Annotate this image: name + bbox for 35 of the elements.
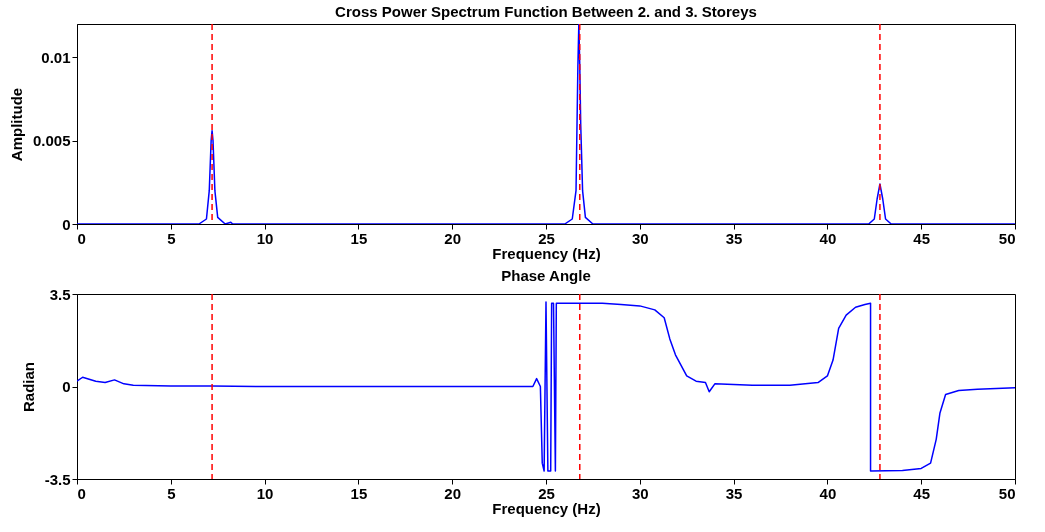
x-axis-title: Frequency (Hz) (492, 244, 601, 262)
line-series (77, 301, 1015, 472)
x-tick-label: 15 (350, 229, 368, 247)
x-tick-label: 50 (998, 484, 1016, 502)
x-tick-label: 0 (77, 484, 86, 502)
y-tick-label: 0 (62, 378, 71, 395)
x-axis-title: Frequency (Hz) (492, 499, 601, 517)
y-axis-title: Radian (19, 361, 37, 413)
y-axis-title: Amplitude (7, 87, 25, 162)
y-tick-label: 0.01 (41, 48, 71, 66)
x-tick-label: 30 (631, 484, 649, 502)
chart-title: Phase Angle (501, 267, 591, 284)
x-tick-label: 45 (913, 229, 931, 247)
x-tick-label: 20 (444, 484, 462, 502)
x-tick-label: 5 (167, 229, 176, 247)
x-tick-label: 15 (350, 484, 368, 502)
x-tick-label: 20 (444, 229, 462, 247)
x-tick-label: 45 (913, 484, 931, 502)
x-tick-label: 40 (819, 229, 837, 247)
x-tick-label: 10 (256, 484, 274, 502)
x-tick-label: 35 (725, 484, 743, 502)
x-tick-label: 5 (167, 484, 176, 502)
x-tick-label: 25 (538, 229, 555, 247)
x-tick-label: 25 (538, 484, 555, 502)
y-tick-label: -3.5 (44, 470, 71, 488)
x-tick-label: 10 (256, 229, 274, 247)
y-tick-label: 0.005 (32, 132, 71, 150)
x-tick-label: 50 (998, 229, 1016, 247)
x-tick-label: 40 (819, 484, 837, 502)
x-tick-label: 30 (631, 229, 649, 247)
x-tick-label: 0 (77, 229, 86, 247)
chart-title: Cross Power Spectrum Function Between 2. and 3. Storeys (335, 3, 757, 21)
x-tick-label: 35 (725, 229, 743, 247)
y-tick-label: 0 (62, 215, 71, 233)
y-tick-label: 3.5 (49, 285, 71, 303)
